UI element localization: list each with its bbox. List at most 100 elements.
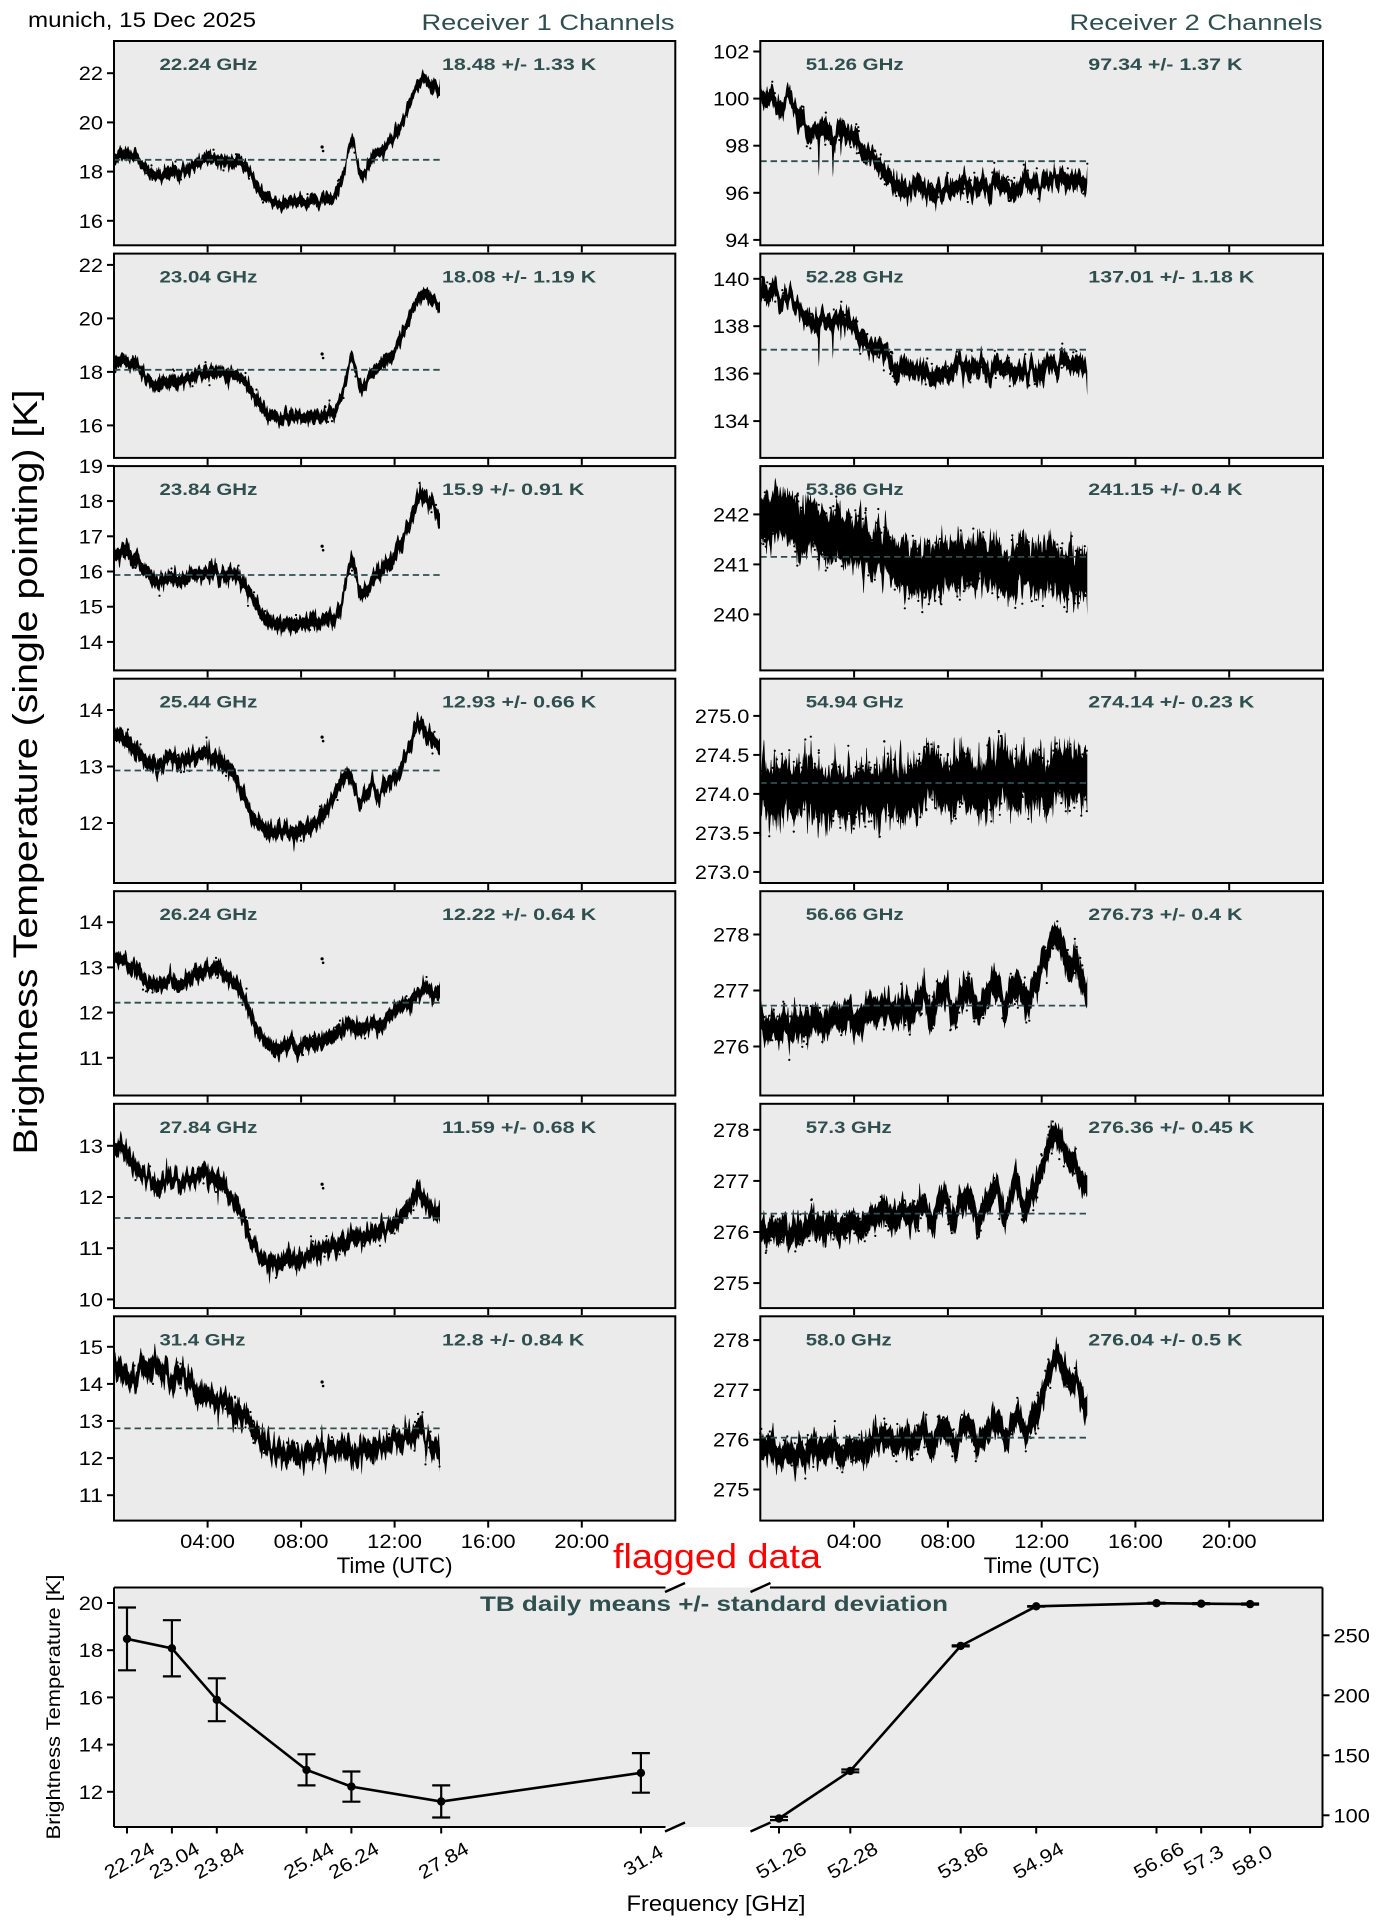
svg-text:134: 134 xyxy=(713,412,750,433)
svg-text:277: 277 xyxy=(713,1172,749,1193)
svg-text:08:00: 08:00 xyxy=(274,1532,329,1553)
svg-text:100: 100 xyxy=(713,90,749,111)
svg-text:240: 240 xyxy=(713,605,749,626)
svg-text:Receiver 1 Channels: Receiver 1 Channels xyxy=(422,10,675,35)
svg-text:16:00: 16:00 xyxy=(1108,1532,1163,1553)
svg-text:51.26 GHz: 51.26 GHz xyxy=(806,55,904,74)
svg-text:18: 18 xyxy=(79,363,103,384)
svg-text:250: 250 xyxy=(1334,1626,1370,1647)
svg-text:13: 13 xyxy=(79,1137,103,1158)
svg-text:276.04 +/- 0.5 K: 276.04 +/- 0.5 K xyxy=(1088,1330,1243,1349)
svg-text:Brightness Temperature [K]: Brightness Temperature [K] xyxy=(43,1575,65,1840)
svg-text:14: 14 xyxy=(79,701,104,722)
svg-text:16: 16 xyxy=(79,1688,103,1709)
svg-text:18: 18 xyxy=(79,1641,103,1662)
svg-text:12.8 +/- 0.84 K: 12.8 +/- 0.84 K xyxy=(442,1330,585,1349)
svg-text:20:00: 20:00 xyxy=(554,1532,609,1553)
svg-text:12:00: 12:00 xyxy=(1014,1532,1069,1553)
svg-text:20: 20 xyxy=(79,113,103,134)
svg-text:04:00: 04:00 xyxy=(827,1532,882,1553)
svg-text:274.0: 274.0 xyxy=(695,785,749,806)
svg-text:22: 22 xyxy=(79,64,103,85)
svg-text:241.15 +/- 0.4 K: 241.15 +/- 0.4 K xyxy=(1088,480,1243,499)
svg-text:17: 17 xyxy=(79,527,103,548)
svg-text:140: 140 xyxy=(713,270,749,291)
svg-text:52.28 GHz: 52.28 GHz xyxy=(806,268,904,287)
svg-text:20: 20 xyxy=(79,309,103,330)
svg-text:57.3 GHz: 57.3 GHz xyxy=(806,1118,892,1137)
svg-text:22: 22 xyxy=(79,256,103,277)
svg-text:14: 14 xyxy=(79,1736,104,1757)
svg-text:18: 18 xyxy=(79,163,103,184)
svg-text:08:00: 08:00 xyxy=(921,1532,976,1553)
svg-text:11: 11 xyxy=(79,1486,103,1507)
svg-text:276: 276 xyxy=(713,1223,749,1244)
svg-text:97.34 +/- 1.37 K: 97.34 +/- 1.37 K xyxy=(1088,55,1243,74)
svg-text:23.84 GHz: 23.84 GHz xyxy=(160,480,258,499)
svg-text:275.0: 275.0 xyxy=(695,707,749,728)
svg-text:25.44 GHz: 25.44 GHz xyxy=(160,693,258,712)
svg-text:16: 16 xyxy=(79,212,103,233)
svg-text:flagged data: flagged data xyxy=(613,1538,821,1576)
svg-text:150: 150 xyxy=(1334,1746,1370,1767)
svg-text:242: 242 xyxy=(713,505,749,526)
svg-text:96: 96 xyxy=(725,184,749,205)
svg-text:04:00: 04:00 xyxy=(180,1532,235,1553)
svg-text:14: 14 xyxy=(79,633,104,654)
svg-text:277: 277 xyxy=(713,982,749,1003)
svg-text:20:00: 20:00 xyxy=(1202,1532,1257,1553)
svg-text:274.5: 274.5 xyxy=(695,746,749,767)
svg-text:Frequency [GHz]: Frequency [GHz] xyxy=(627,1891,806,1916)
svg-text:26.24 GHz: 26.24 GHz xyxy=(160,905,258,924)
svg-text:276.36 +/- 0.45 K: 276.36 +/- 0.45 K xyxy=(1088,1118,1255,1137)
svg-text:278: 278 xyxy=(713,1331,749,1352)
svg-text:23.04 GHz: 23.04 GHz xyxy=(160,268,258,287)
svg-text:18: 18 xyxy=(79,492,103,513)
svg-text:13: 13 xyxy=(79,758,103,779)
svg-text:31.4 GHz: 31.4 GHz xyxy=(160,1330,246,1349)
svg-text:12.93 +/- 0.66 K: 12.93 +/- 0.66 K xyxy=(442,693,597,712)
svg-text:13: 13 xyxy=(79,1412,103,1433)
svg-text:274.14 +/- 0.23 K: 274.14 +/- 0.23 K xyxy=(1088,693,1255,712)
svg-text:275: 275 xyxy=(713,1481,749,1502)
svg-text:12: 12 xyxy=(79,1188,103,1209)
svg-text:20: 20 xyxy=(79,1594,103,1615)
svg-text:12: 12 xyxy=(79,814,103,835)
svg-text:54.94 GHz: 54.94 GHz xyxy=(806,693,904,712)
svg-text:18.48 +/- 1.33 K: 18.48 +/- 1.33 K xyxy=(442,55,597,74)
svg-text:27.84 GHz: 27.84 GHz xyxy=(160,1118,258,1137)
svg-text:273.0: 273.0 xyxy=(695,863,749,884)
svg-text:276: 276 xyxy=(713,1431,749,1452)
svg-text:11: 11 xyxy=(79,1239,103,1260)
svg-text:22.24 GHz: 22.24 GHz xyxy=(160,55,258,74)
svg-text:278: 278 xyxy=(713,1121,749,1142)
svg-text:138: 138 xyxy=(713,317,749,338)
svg-text:277: 277 xyxy=(713,1381,749,1402)
svg-text:241: 241 xyxy=(713,555,749,576)
svg-text:Brightness Temperature (single: Brightness Temperature (single pointing)… xyxy=(7,389,45,1154)
svg-text:11: 11 xyxy=(79,1049,103,1070)
svg-text:14: 14 xyxy=(79,1375,104,1396)
svg-text:275: 275 xyxy=(713,1274,749,1295)
svg-text:12: 12 xyxy=(79,1783,103,1804)
svg-text:10: 10 xyxy=(79,1290,103,1311)
svg-text:Time (UTC): Time (UTC) xyxy=(984,1553,1100,1578)
svg-text:58.0 GHz: 58.0 GHz xyxy=(806,1330,892,1349)
svg-text:12: 12 xyxy=(79,1004,103,1025)
svg-text:Receiver 2 Channels: Receiver 2 Channels xyxy=(1070,10,1323,35)
svg-text:13: 13 xyxy=(79,958,103,979)
svg-text:56.66 GHz: 56.66 GHz xyxy=(806,905,904,924)
svg-text:TB daily means +/- standard de: TB daily means +/- standard deviation xyxy=(480,1593,948,1616)
svg-text:munich, 15 Dec 2025: munich, 15 Dec 2025 xyxy=(28,9,256,32)
svg-text:276.73 +/- 0.4 K: 276.73 +/- 0.4 K xyxy=(1088,905,1243,924)
svg-text:276: 276 xyxy=(713,1038,749,1059)
svg-text:Time (UTC): Time (UTC) xyxy=(337,1553,453,1578)
svg-text:137.01 +/- 1.18 K: 137.01 +/- 1.18 K xyxy=(1088,268,1255,287)
svg-text:100: 100 xyxy=(1334,1806,1370,1827)
svg-text:53.86 GHz: 53.86 GHz xyxy=(806,480,904,499)
svg-text:273.5: 273.5 xyxy=(695,824,749,845)
svg-text:15: 15 xyxy=(79,598,103,619)
svg-text:19: 19 xyxy=(79,457,103,478)
svg-text:11.59 +/- 0.68 K: 11.59 +/- 0.68 K xyxy=(442,1118,597,1137)
svg-text:12:00: 12:00 xyxy=(367,1532,422,1553)
